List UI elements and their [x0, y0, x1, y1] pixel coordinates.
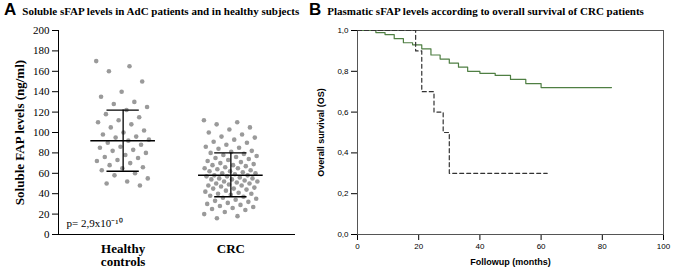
svg-text:0,8: 0,8	[337, 67, 349, 76]
svg-text:Soluble FAP levels (ng/ml): Soluble FAP levels (ng/ml)	[12, 60, 27, 205]
svg-text:80: 80	[39, 146, 51, 158]
svg-text:Followup (months): Followup (months)	[470, 257, 550, 267]
svg-text:0,6: 0,6	[337, 108, 349, 117]
html-text:B Plasmatic sFAP levels accord: B Plasmatic sFAP levels according to ove…	[309, 0, 644, 19]
svg-text:20: 20	[414, 242, 423, 251]
svg-text:0: 0	[355, 242, 360, 251]
svg-text:p= 2,9x10⁻¹⁰: p= 2,9x10⁻¹⁰	[67, 217, 123, 229]
svg-text:40: 40	[475, 242, 484, 251]
svg-text:160: 160	[33, 65, 50, 77]
svg-text:Healthycontrols: Healthycontrols	[101, 241, 146, 269]
svg-text:0,2: 0,2	[337, 189, 349, 198]
svg-text:80: 80	[598, 242, 607, 251]
svg-text:200: 200	[33, 24, 50, 36]
svg-text:40: 40	[39, 187, 51, 199]
svg-text:0,4: 0,4	[337, 148, 349, 157]
svg-text:100: 100	[33, 126, 50, 138]
svg-text:60: 60	[39, 167, 51, 179]
svg-text:60: 60	[537, 242, 546, 251]
svg-text:20: 20	[39, 208, 51, 220]
svg-text:Overall survival (OS): Overall survival (OS)	[316, 88, 326, 177]
svg-text:1,0: 1,0	[337, 26, 349, 35]
html-text:A Soluble sFAP levels in AdC p: A Soluble sFAP levels in AdC patients an…	[4, 0, 300, 19]
svg-text:140: 140	[33, 85, 50, 97]
svg-text:0: 0	[44, 228, 50, 240]
svg-text:100: 100	[657, 242, 671, 251]
svg-text:0,0: 0,0	[337, 230, 349, 239]
svg-text:CRC: CRC	[217, 241, 245, 256]
svg-text:120: 120	[33, 106, 50, 118]
svg-text:180: 180	[33, 44, 50, 56]
